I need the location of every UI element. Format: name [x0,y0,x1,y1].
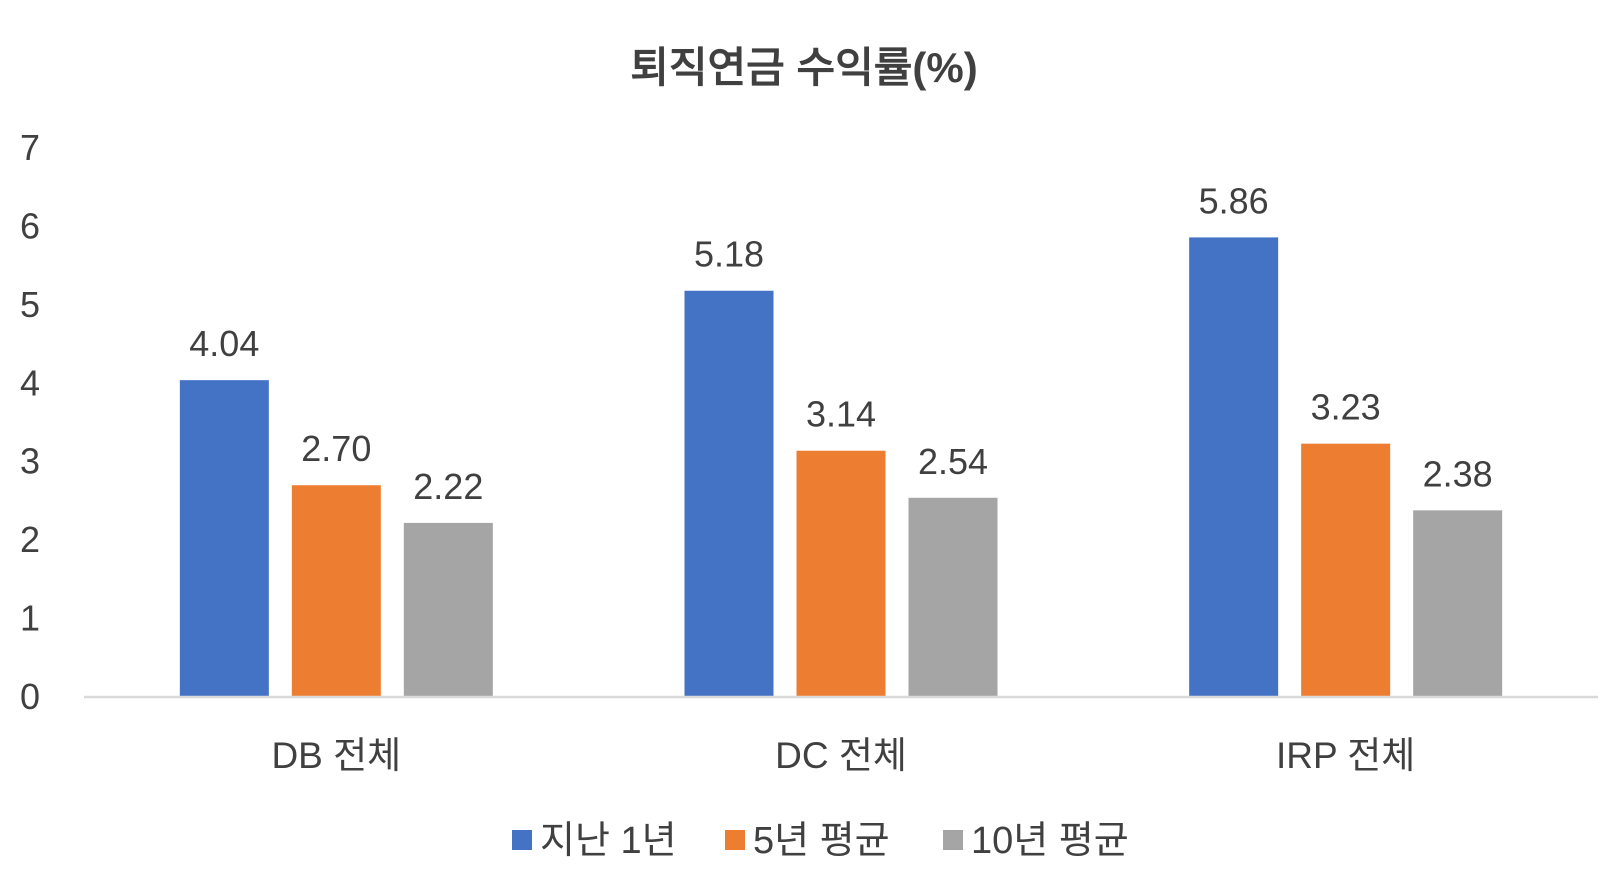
bar [1413,510,1503,697]
bar [796,450,886,697]
data-label: 3.23 [1311,387,1381,428]
bar [1189,237,1279,697]
legend-swatch [725,830,745,850]
data-label: 2.70 [301,428,371,469]
data-label: 5.86 [1199,180,1269,221]
bar [179,380,269,697]
y-tick-label: 1 [20,598,40,639]
x-axis: DB 전체 DC 전체 IRP 전체 [84,695,1598,776]
y-tick-label: 6 [20,205,40,246]
y-tick-label: 7 [20,127,40,168]
legend-label: 지난 1년 [540,820,677,862]
y-tick-label: 5 [20,284,40,325]
y-tick-label: 2 [20,519,40,560]
y-tick-label: 3 [20,441,40,482]
y-axis: 0 1 2 3 4 5 6 7 [20,127,40,717]
legend-swatch [943,830,963,850]
y-tick-label: 0 [20,676,40,717]
x-category-label: IRP 전체 [1276,735,1415,776]
data-label: 5.18 [694,234,764,275]
bar [291,485,381,697]
data-label: 2.22 [413,466,483,507]
bar [684,290,774,697]
bar [908,497,998,697]
legend: 지난 1년 5년 평균 10년 평균 [512,820,1129,862]
data-label: 2.38 [1423,453,1493,494]
legend-label: 10년 평균 [971,820,1129,862]
x-category-label: DC 전체 [775,735,907,776]
bar [1301,443,1391,697]
y-tick-label: 4 [20,362,40,403]
data-label: 4.04 [189,323,259,364]
data-label: 3.14 [806,394,876,435]
bar [403,522,493,697]
plot-area: 4.04 2.70 2.22 5.18 3.14 2.54 5.86 3.23 2.38 [179,180,1503,697]
legend-swatch [512,830,532,850]
chart-title: 퇴직연금 수익률(%) [630,44,977,91]
data-label: 2.54 [918,441,988,482]
legend-label: 5년 평균 [753,820,890,862]
x-category-label: DB 전체 [271,735,401,776]
